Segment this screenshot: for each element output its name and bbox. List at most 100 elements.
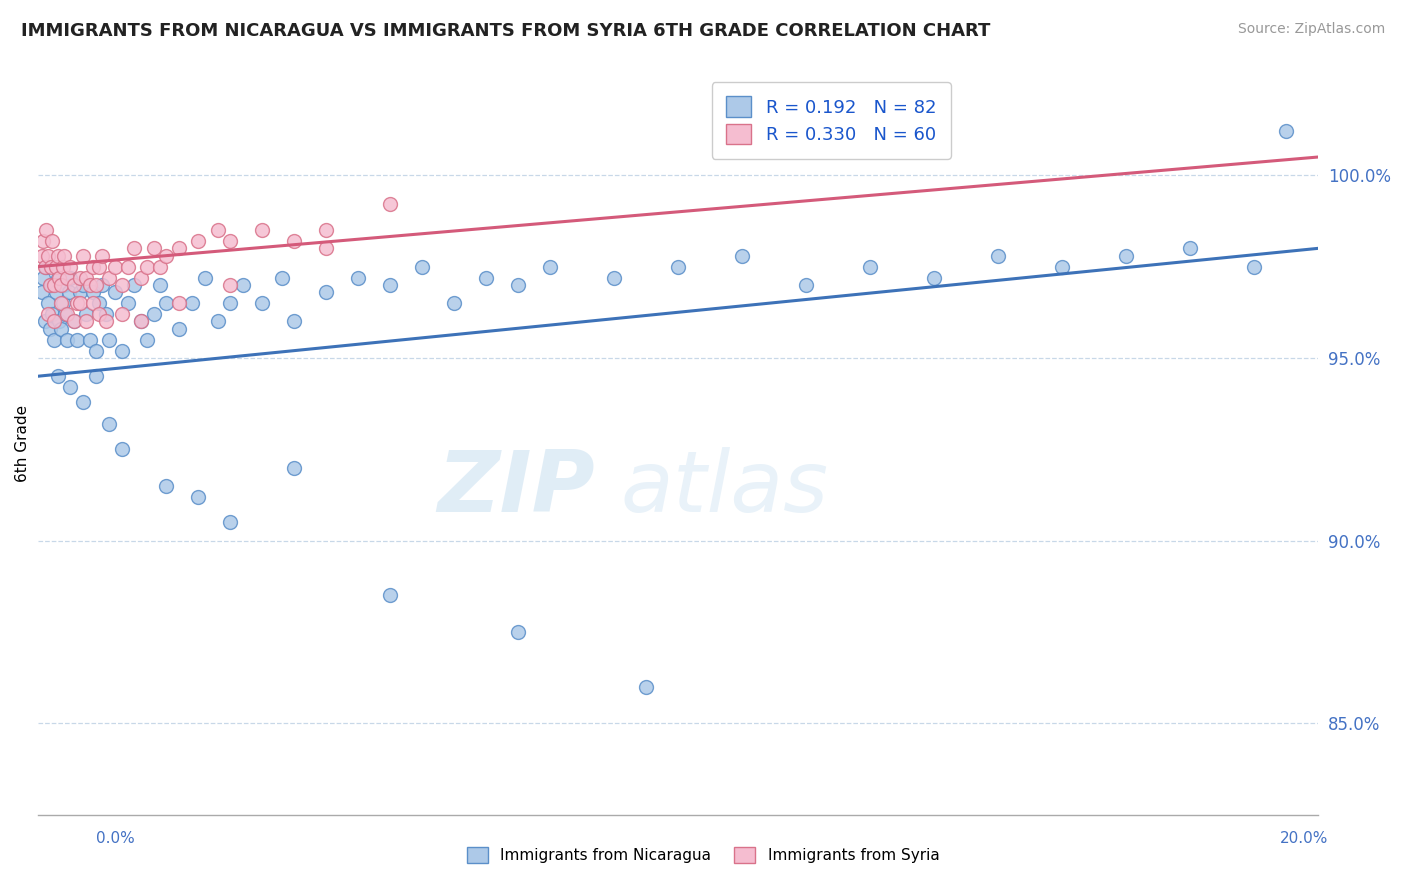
- Point: [603, 270, 626, 285]
- Text: 20.0%: 20.0%: [1281, 831, 1329, 847]
- Legend: Immigrants from Nicaragua, Immigrants from Syria: Immigrants from Nicaragua, Immigrants fr…: [458, 839, 948, 871]
- Point: [66, 296, 89, 310]
- Point: [187, 234, 209, 248]
- Point: [58, 285, 80, 300]
- Point: [75, 307, 97, 321]
- Point: [194, 270, 217, 285]
- Point: [48, 270, 70, 285]
- Point: [94, 314, 117, 328]
- Point: [136, 260, 159, 274]
- Point: [1275, 124, 1298, 138]
- Point: [149, 260, 172, 274]
- Point: [44, 314, 66, 328]
- Point: [443, 296, 465, 310]
- Point: [219, 516, 242, 530]
- Point: [380, 588, 402, 602]
- Point: [32, 234, 55, 248]
- Point: [117, 260, 139, 274]
- Point: [167, 241, 190, 255]
- Point: [508, 624, 530, 639]
- Point: [34, 260, 56, 274]
- Point: [35, 260, 58, 274]
- Text: 0.0%: 0.0%: [96, 831, 135, 847]
- Point: [283, 234, 305, 248]
- Point: [149, 277, 172, 292]
- Point: [987, 249, 1010, 263]
- Point: [117, 296, 139, 310]
- Point: [666, 260, 689, 274]
- Point: [142, 241, 165, 255]
- Point: [97, 333, 120, 347]
- Point: [283, 460, 305, 475]
- Point: [94, 307, 117, 321]
- Point: [91, 249, 114, 263]
- Point: [59, 380, 82, 394]
- Point: [45, 285, 67, 300]
- Point: [1243, 260, 1265, 274]
- Point: [283, 314, 305, 328]
- Point: [82, 285, 104, 300]
- Point: [56, 307, 79, 321]
- Point: [89, 307, 111, 321]
- Point: [52, 277, 75, 292]
- Point: [79, 333, 101, 347]
- Point: [69, 296, 91, 310]
- Point: [155, 479, 177, 493]
- Point: [46, 249, 69, 263]
- Point: [129, 314, 152, 328]
- Point: [46, 369, 69, 384]
- Point: [636, 680, 658, 694]
- Point: [347, 270, 370, 285]
- Point: [859, 260, 882, 274]
- Point: [52, 249, 75, 263]
- Point: [32, 270, 55, 285]
- Y-axis label: 6th Grade: 6th Grade: [15, 405, 30, 483]
- Point: [110, 307, 132, 321]
- Point: [136, 333, 159, 347]
- Point: [411, 260, 433, 274]
- Point: [219, 277, 242, 292]
- Point: [52, 296, 75, 310]
- Point: [89, 260, 111, 274]
- Point: [1052, 260, 1074, 274]
- Text: IMMIGRANTS FROM NICARAGUA VS IMMIGRANTS FROM SYRIA 6TH GRADE CORRELATION CHART: IMMIGRANTS FROM NICARAGUA VS IMMIGRANTS …: [21, 22, 990, 40]
- Point: [34, 314, 56, 328]
- Point: [44, 333, 66, 347]
- Point: [49, 321, 72, 335]
- Point: [37, 296, 59, 310]
- Point: [84, 343, 107, 358]
- Point: [110, 343, 132, 358]
- Point: [75, 314, 97, 328]
- Point: [56, 270, 79, 285]
- Point: [69, 270, 91, 285]
- Point: [84, 277, 107, 292]
- Point: [53, 307, 76, 321]
- Point: [41, 234, 63, 248]
- Point: [38, 321, 60, 335]
- Point: [82, 260, 104, 274]
- Point: [252, 223, 274, 237]
- Point: [731, 249, 754, 263]
- Point: [75, 270, 97, 285]
- Point: [62, 277, 84, 292]
- Point: [1180, 241, 1202, 255]
- Point: [97, 270, 120, 285]
- Point: [44, 277, 66, 292]
- Point: [39, 260, 62, 274]
- Point: [167, 321, 190, 335]
- Text: atlas: atlas: [620, 447, 828, 530]
- Point: [181, 296, 204, 310]
- Point: [315, 241, 337, 255]
- Point: [38, 277, 60, 292]
- Point: [380, 197, 402, 211]
- Point: [59, 260, 82, 274]
- Point: [142, 307, 165, 321]
- Point: [207, 223, 229, 237]
- Point: [380, 277, 402, 292]
- Point: [219, 234, 242, 248]
- Point: [84, 369, 107, 384]
- Point: [794, 277, 817, 292]
- Point: [72, 249, 94, 263]
- Point: [924, 270, 946, 285]
- Text: ZIP: ZIP: [437, 447, 595, 530]
